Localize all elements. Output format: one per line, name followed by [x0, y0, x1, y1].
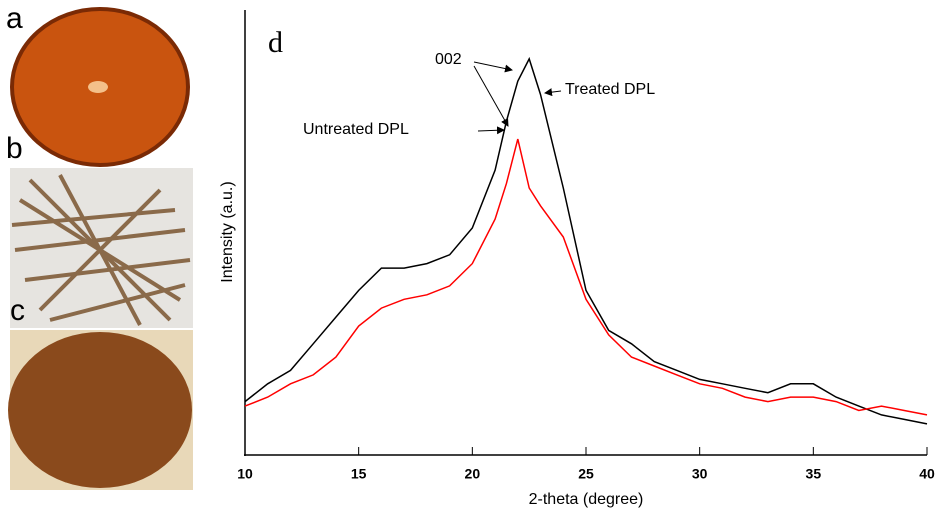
- photo-c: [8, 332, 192, 488]
- annotation: 002: [435, 51, 462, 68]
- x-tick-label: 15: [351, 466, 367, 482]
- y-axis-label: Intensity (a.u.): [219, 181, 236, 282]
- arrows: [473, 61, 562, 135]
- photo-a-center: [88, 81, 108, 93]
- x-tick-label: 35: [806, 466, 822, 482]
- x-tick-label: 30: [692, 466, 708, 482]
- x-axis-label: 2-theta (degree): [529, 491, 644, 508]
- panel-label: d: [268, 26, 283, 59]
- x-tick-label: 40: [919, 466, 935, 482]
- photo-label: a: [6, 2, 23, 35]
- x-tick-label: 25: [578, 466, 594, 482]
- photo-label: c: [10, 294, 25, 327]
- series-label: Treated DPL: [565, 81, 655, 98]
- series-label: Untreated DPL: [303, 121, 409, 138]
- photo-b-sticks: [11, 174, 191, 326]
- photo-label: b: [6, 132, 23, 165]
- x-tick-label: 20: [465, 466, 481, 482]
- x-tick-label: 10: [237, 466, 253, 482]
- series-line: [244, 138, 928, 416]
- series-line: [244, 56, 928, 425]
